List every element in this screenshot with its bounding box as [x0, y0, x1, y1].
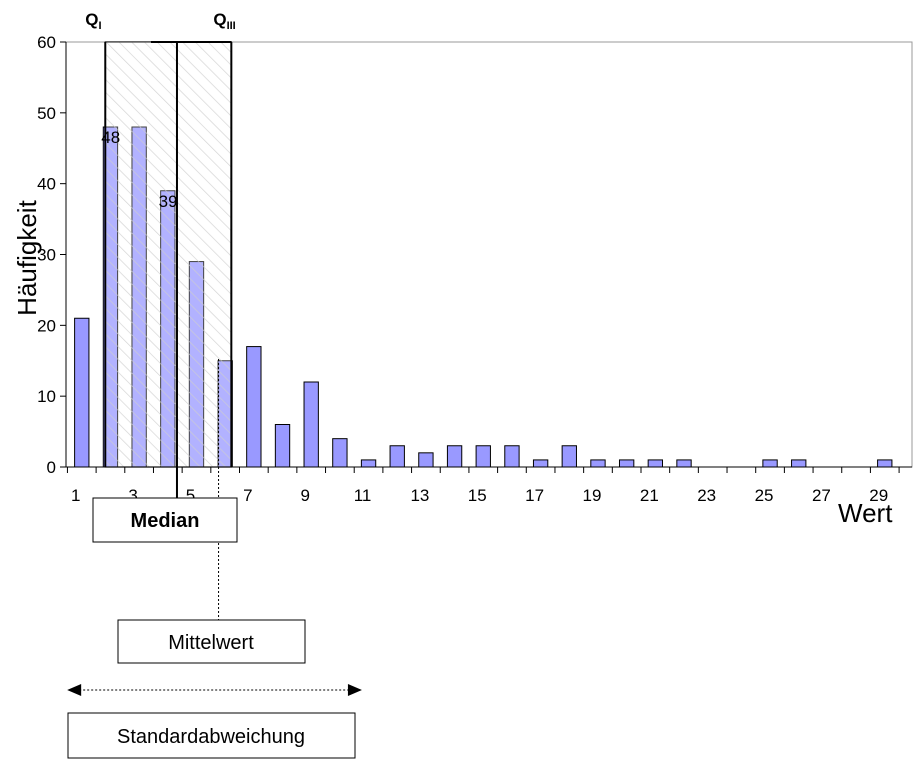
- x-tick-label: 15: [468, 486, 487, 505]
- x-tick-label: 13: [410, 486, 429, 505]
- x-axis-ticks: [66, 467, 900, 473]
- x-tick-label: 23: [697, 486, 716, 505]
- bar-7: [246, 346, 262, 468]
- y-axis-ticks: [60, 41, 66, 468]
- bar-26: [791, 459, 807, 468]
- mean-label: Mittelwert: [168, 632, 254, 654]
- bar-13: [418, 452, 434, 468]
- x-tick-label: 7: [243, 486, 252, 505]
- bar-10: [332, 438, 348, 468]
- bar-29: [877, 459, 893, 468]
- x-tick-label: 27: [812, 486, 831, 505]
- bar-data-label: 39: [159, 192, 178, 211]
- x-tick-label: 21: [640, 486, 659, 505]
- y-tick-label: 10: [37, 387, 56, 406]
- median-label: Median: [131, 510, 200, 532]
- q3-label: QIII: [213, 10, 235, 32]
- bar-22: [676, 459, 692, 468]
- interquartile-range-box: [104, 41, 232, 468]
- y-axis-tick-labels: 0 10 20 30 40 50 60: [37, 33, 56, 477]
- y-tick-label: 0: [47, 458, 56, 477]
- bar-9: [303, 381, 319, 468]
- bar-14: [446, 445, 463, 468]
- x-tick-label: 29: [869, 486, 888, 505]
- bar-8: [274, 424, 291, 468]
- median-box: [92, 497, 238, 543]
- std-deviation-label: Standardabweichung: [117, 726, 305, 748]
- arrow-head-left-icon: [67, 684, 82, 696]
- x-tick-label: 1: [71, 486, 80, 505]
- y-tick-label: 30: [37, 246, 56, 265]
- bar-25: [762, 459, 778, 468]
- x-tick-label: 3: [128, 486, 137, 505]
- interquartile-range-overlay: [105, 42, 232, 467]
- x-tick-label: 5: [186, 486, 195, 505]
- bar-19: [590, 459, 606, 468]
- x-axis-tick-labels: 1 3 5 7 9 11 13 15 17 19 21 23 25 27 29: [71, 486, 888, 505]
- q1-label: QI: [85, 10, 101, 32]
- bar-11: [360, 459, 377, 468]
- y-tick-label: 20: [37, 316, 56, 335]
- bar-18: [561, 445, 577, 468]
- x-tick-label: 17: [525, 486, 544, 505]
- y-tick-label: 50: [37, 104, 56, 123]
- std-deviation-box: [67, 712, 356, 759]
- x-tick-label: 9: [300, 486, 309, 505]
- bar-15: [475, 445, 491, 468]
- x-tick-label: 25: [755, 486, 774, 505]
- bar-20: [618, 459, 635, 468]
- x-axis-title: Wert: [838, 498, 893, 528]
- mean-box: [117, 619, 306, 664]
- bar-12: [389, 445, 405, 468]
- bar-21: [647, 459, 664, 468]
- bar-17: [532, 459, 549, 468]
- y-tick-label: 60: [37, 33, 56, 52]
- arrow-head-right-icon: [347, 684, 362, 696]
- x-tick-label: 11: [354, 486, 372, 505]
- y-axis-title: Häufigkeit: [12, 199, 42, 315]
- bar-1: [74, 317, 90, 468]
- bar-16: [504, 445, 520, 468]
- bar-data-label: 48: [101, 128, 120, 147]
- x-tick-label: 19: [583, 486, 602, 505]
- y-tick-label: 40: [37, 175, 56, 194]
